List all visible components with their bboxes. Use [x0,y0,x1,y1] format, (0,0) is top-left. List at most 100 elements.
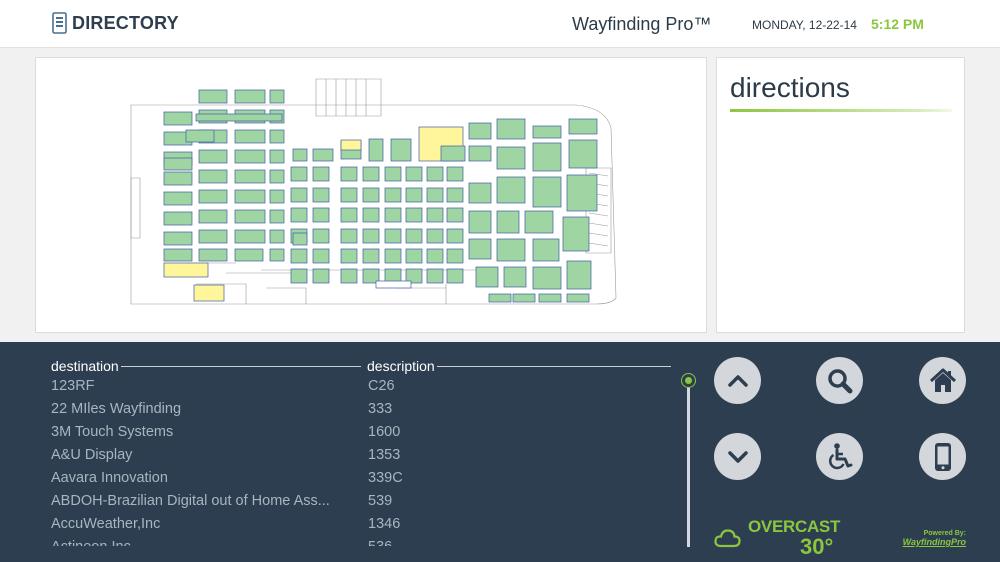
booth-number: C26 [368,378,395,394]
chevron-down-icon [727,450,748,463]
booth [312,166,330,182]
booth [503,266,527,288]
booth [532,176,562,208]
booth [496,238,526,262]
list-item[interactable]: 123RF C26 [51,375,681,398]
booth [375,280,412,289]
booth [269,248,285,262]
list-item[interactable]: ABDOH-Brazilian Digital out of Home Ass.… [51,490,681,513]
booth [312,268,330,284]
booth [566,260,592,290]
booth [468,145,492,162]
booth [290,187,308,203]
booth [390,138,412,162]
booth [538,293,562,303]
scroll-up-button[interactable] [714,357,761,404]
booth [362,166,380,182]
booth [426,207,444,223]
booth [163,262,209,278]
booth [405,166,423,182]
booth [440,145,466,162]
floor-plan-map[interactable] [36,58,708,334]
booth [496,210,520,234]
booth [384,228,402,244]
description-header[interactable]: description [367,358,671,374]
powered-by-label: Powered By: [923,530,966,537]
list-item[interactable]: Aavara Innovation 339C [51,467,681,490]
booth [405,248,423,264]
booth [198,89,228,104]
destination-name: A&U Display [51,447,133,463]
booth [198,149,228,164]
booth [290,268,308,284]
list-item[interactable]: 22 MIles Wayfinding 333 [51,398,681,421]
booth [269,229,285,244]
home-button[interactable] [919,357,966,404]
list-item[interactable]: 3M Touch Systems 1600 [51,421,681,444]
scroll-down-button[interactable] [714,433,761,480]
booth [163,157,193,171]
booth [488,293,512,303]
booth [532,125,562,139]
booth [312,207,330,223]
weather-condition: OVERCAST [748,517,841,536]
booth [198,189,228,204]
directory-list[interactable]: 123RF C26 22 MIles Wayfinding 333 3M Touch… [51,375,681,546]
booth [163,171,193,186]
booth [290,166,308,182]
booth [340,207,358,223]
booth [269,169,285,184]
booth [426,248,444,264]
booth-number: 339C [368,470,403,486]
booth [163,248,193,262]
booth [496,118,526,140]
search-button[interactable] [816,357,863,404]
booth [446,166,464,182]
top-bar: DIRECTORY Wayfinding Pro™ MONDAY, 12-22-… [0,0,1000,48]
booth [234,129,266,144]
scrollbar-handle[interactable] [682,374,695,387]
booth-number: 1346 [368,516,401,532]
booth [234,229,266,244]
booth [426,268,444,284]
directory-brand[interactable]: DIRECTORY [52,12,179,34]
booth [384,187,402,203]
booth [362,248,380,264]
booth [405,207,423,223]
booth [405,268,423,284]
booth [475,266,499,288]
destination-header[interactable]: destination [51,358,361,374]
booth-number: 539 [368,493,393,509]
destination-name: ABDOH-Brazilian Digital out of Home Ass.… [51,493,330,509]
list-scrollbar[interactable] [687,380,690,547]
booth [562,216,590,252]
booth [426,187,444,203]
booth [405,228,423,244]
accessibility-button[interactable] [816,433,863,480]
booth [269,149,285,164]
booth [405,187,423,203]
booth-number: 536 [368,536,392,546]
booth [384,248,402,264]
booth [340,187,358,203]
header-rule [120,365,361,367]
home-icon [929,368,956,392]
booth [292,232,308,246]
booth [312,228,330,244]
mobile-button[interactable] [919,433,966,480]
booth [269,129,285,144]
weather-temperature: 30° [800,534,834,559]
destination-name: 123RF [51,378,95,394]
booth [362,187,380,203]
booth [163,211,193,226]
list-item[interactable]: Actineon,Inc536 [51,536,681,546]
booth [234,189,266,204]
list-item[interactable]: A&U Display 1353 [51,444,681,467]
booth [426,228,444,244]
booth [312,187,330,203]
destination-name: 3M Touch Systems [51,424,174,440]
booth [368,138,384,162]
booth [198,169,228,184]
list-item[interactable]: AccuWeather,Inc 1346 [51,513,681,536]
chevron-up-icon [727,374,748,387]
